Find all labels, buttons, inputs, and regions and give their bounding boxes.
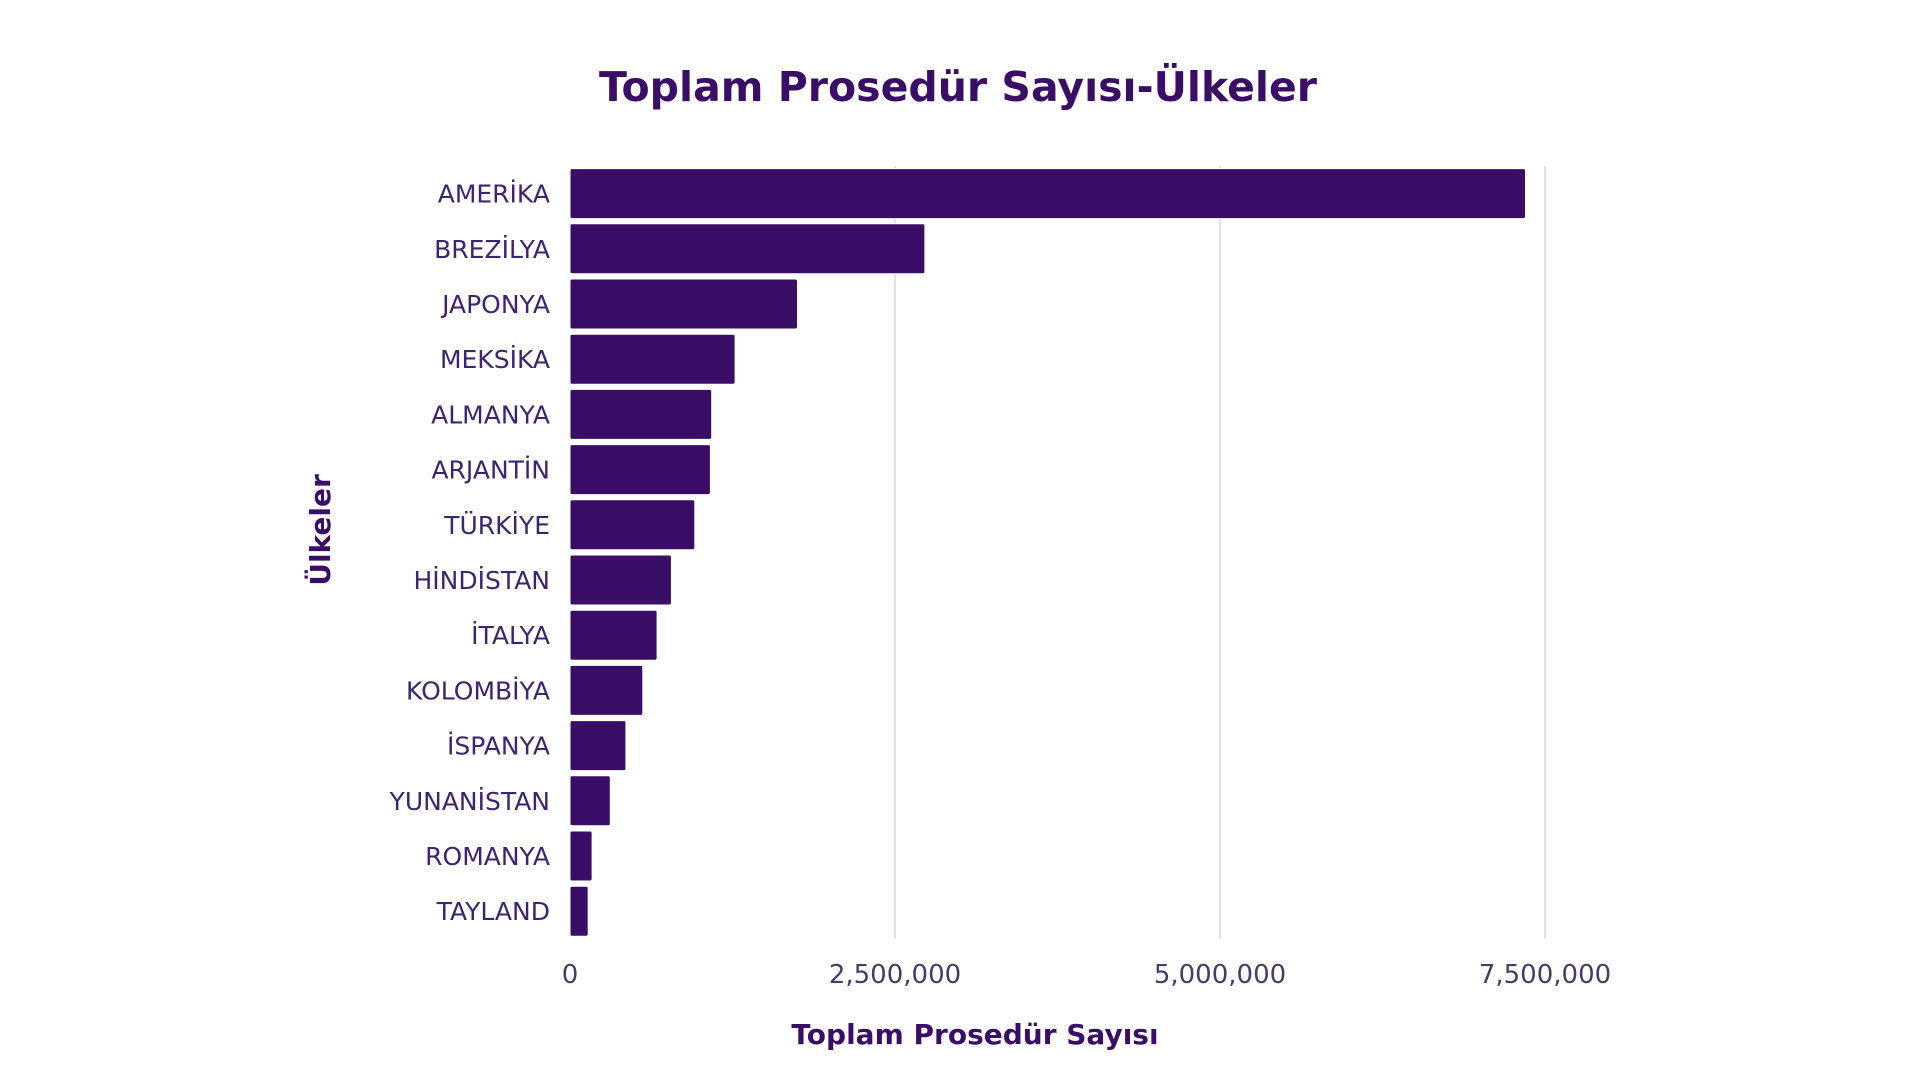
chart-title: Toplam Prosedür Sayısı-Ülkeler [599,63,1318,111]
x-tick-label: 5,000,000 [1154,960,1286,990]
bar [569,554,672,606]
category-label: TÜRKİYE [443,511,550,540]
x-tick-label: 0 [562,960,579,990]
bar [569,444,711,496]
category-label: İTALYA [471,621,550,650]
category-label: ARJANTİN [431,456,550,485]
category-label: JAPONYA [440,290,550,319]
gridlines [894,166,1546,939]
bar [569,278,798,330]
bar [569,830,593,882]
category-label: ROMANYA [425,842,550,871]
x-tick-label: 2,500,000 [829,960,961,990]
bar [569,885,589,937]
category-label: AMERİKA [438,180,550,209]
category-label: KOLOMBİYA [406,676,550,705]
bar [569,333,736,385]
bar [569,168,1526,220]
category-label: ALMANYA [431,400,550,429]
bar [569,720,627,772]
bars [569,168,1526,937]
bar [569,388,713,440]
x-tick-label: 7,500,000 [1479,960,1611,990]
category-label: HİNDİSTAN [414,566,551,595]
category-label: YUNANİSTAN [389,787,550,816]
category-label: İSPANYA [447,732,550,761]
category-label: BREZİLYA [434,235,550,264]
bar [569,664,644,716]
bar [569,609,658,661]
x-tick-labels: 0 2,500,000 5,000,000 7,500,000 [562,960,1611,990]
bar [569,775,611,827]
y-axis-title: Ülkeler [303,474,337,586]
bar [569,499,696,551]
x-axis-title: Toplam Prosedür Sayısı [791,1018,1158,1051]
category-labels: AMERİKA BREZİLYA JAPONYA MEKSİKA ALMANYA ARJA… [389,180,550,927]
bar [569,223,926,275]
category-label: TAYLAND [436,897,550,926]
category-label: MEKSİKA [440,345,550,374]
